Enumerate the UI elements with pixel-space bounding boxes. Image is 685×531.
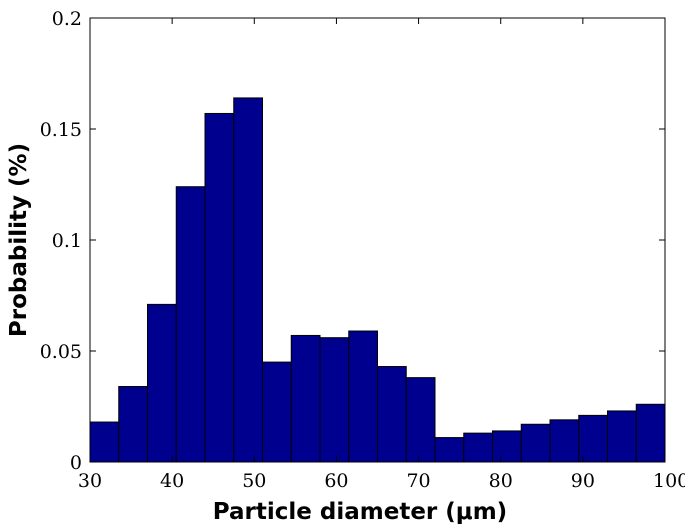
histogram-bar xyxy=(607,410,637,463)
y-tick-label: 0.2 xyxy=(52,8,82,30)
histogram-bar xyxy=(348,330,378,463)
histogram-bar xyxy=(262,361,292,463)
x-tick-label: 70 xyxy=(406,470,430,492)
histogram-bar xyxy=(118,386,148,463)
histogram-bar xyxy=(635,403,666,463)
y-tick-label: 0 xyxy=(70,452,82,474)
x-tick-label: 100 xyxy=(653,470,685,492)
y-axis-title: Probability (%) xyxy=(6,143,32,337)
histogram-bar xyxy=(405,377,436,463)
x-axis-title: Particle diameter (μm) xyxy=(213,499,507,525)
histogram-bar xyxy=(520,423,551,463)
x-tick-label: 30 xyxy=(78,470,102,492)
y-tick-label: 0.15 xyxy=(40,119,82,141)
y-tick-label: 0.05 xyxy=(40,341,82,363)
x-tick-label: 80 xyxy=(489,470,513,492)
histogram-bar xyxy=(434,437,465,463)
histogram-bar xyxy=(290,334,321,463)
x-axis-ticks: 30 40 50 60 70 80 90 100 xyxy=(78,18,685,492)
histogram-bar xyxy=(175,186,206,463)
histogram-bar xyxy=(204,112,235,463)
histogram-bar xyxy=(319,337,350,463)
histogram-bar xyxy=(233,97,263,463)
x-tick-label: 50 xyxy=(242,470,266,492)
histogram-bar xyxy=(578,414,608,463)
histogram-bar xyxy=(377,366,407,463)
x-tick-label: 60 xyxy=(324,470,348,492)
bars-group xyxy=(89,97,666,463)
histogram-bar xyxy=(492,430,522,463)
y-tick-label: 0.1 xyxy=(52,230,82,252)
histogram-bar xyxy=(89,421,120,463)
histogram-bar xyxy=(549,419,580,463)
histogram-bar xyxy=(147,303,177,463)
y-axis-ticks: 0 0.05 0.1 0.15 0.2 xyxy=(40,8,665,474)
histogram-bar xyxy=(463,432,493,463)
x-tick-label: 40 xyxy=(160,470,184,492)
x-tick-label: 90 xyxy=(571,470,595,492)
